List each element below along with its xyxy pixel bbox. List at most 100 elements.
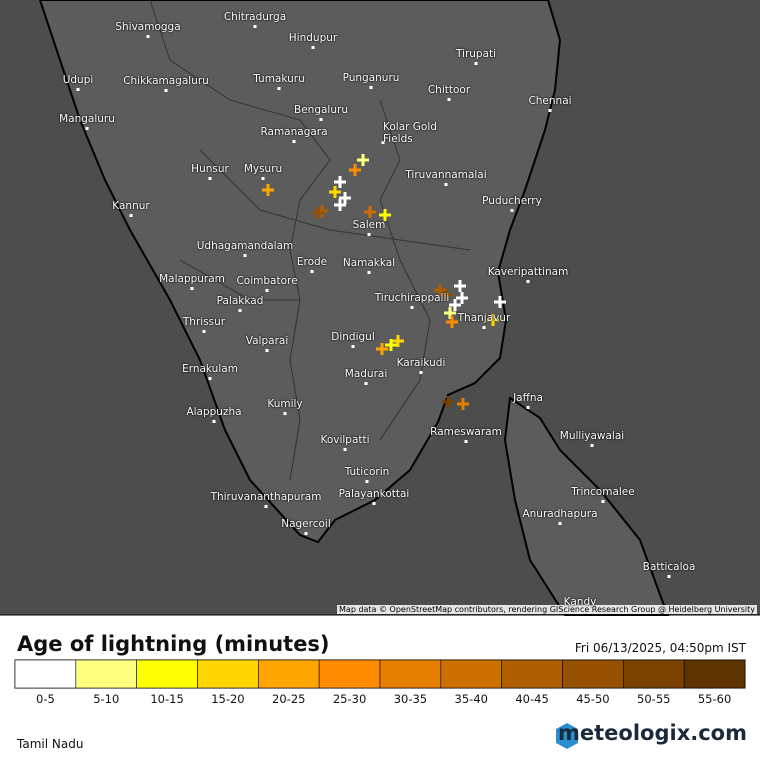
- city-dot: [667, 575, 671, 578]
- city-dot: [304, 532, 308, 535]
- city-label: Bengaluru: [294, 104, 348, 116]
- legend-swatch: [562, 659, 624, 689]
- city-dot: [292, 140, 296, 143]
- brand: meteologix.com: [558, 721, 747, 745]
- city-dot: [208, 377, 212, 380]
- legend-label: 10-15: [150, 692, 184, 706]
- lightning-strike: [349, 164, 361, 176]
- lightning-strike: [446, 316, 458, 328]
- lightning-strike: [494, 296, 506, 308]
- city-dot: [202, 330, 206, 333]
- city-dot: [464, 440, 468, 443]
- lightning-strike: [339, 192, 351, 204]
- city-dot: [265, 289, 269, 292]
- city-dot: [364, 382, 368, 385]
- city-dot: [146, 35, 150, 38]
- city-label: Madurai: [344, 368, 388, 380]
- legend-swatch: [379, 659, 442, 689]
- city-label: Palakkad: [216, 295, 264, 307]
- legend-swatch: [258, 659, 320, 689]
- city-label: Valparai: [245, 335, 289, 347]
- legend-label: 25-30: [332, 692, 367, 706]
- city-label: Jaffna: [513, 392, 543, 404]
- city-dot: [277, 87, 281, 90]
- legend-label: 35-40: [454, 692, 488, 706]
- city-label: Trincomalee: [571, 486, 635, 498]
- city-label: Chennai: [528, 95, 572, 107]
- city-dot: [261, 177, 265, 180]
- city-dot: [351, 345, 355, 348]
- city-dot: [482, 326, 486, 329]
- brand-logo: [556, 723, 578, 749]
- city-label: Tiruchirappalli: [374, 292, 450, 304]
- legend-swatch: [136, 659, 198, 689]
- legend-label: 5-10: [93, 692, 120, 706]
- city-dot: [212, 420, 216, 423]
- lightning-strike: [454, 280, 466, 292]
- legend-swatch: [623, 659, 685, 689]
- legend-label: 40-45: [515, 692, 549, 706]
- lightning-strike: [329, 186, 341, 198]
- lightning-strike: [392, 335, 404, 347]
- city-label: Kaveripattinam: [487, 266, 569, 278]
- legend-swatch: [501, 659, 563, 689]
- lightning-strike: [376, 343, 388, 355]
- city-label: Udhagamandalam: [196, 240, 294, 252]
- lightning-strike: [262, 184, 274, 196]
- lightning-strike: [449, 299, 461, 311]
- legend-title: Age of lightning (minutes): [17, 632, 330, 656]
- city-dot: [208, 177, 212, 180]
- lightning-strike: [457, 398, 469, 410]
- city-label: Kumily: [267, 398, 303, 410]
- lightning-strike: [312, 207, 324, 219]
- city-label: Palayankottai: [338, 488, 410, 500]
- city-label: Nagercoil: [281, 518, 331, 530]
- legend-label: 50-55: [637, 692, 671, 706]
- city-dot: [372, 502, 376, 505]
- lightning-strike: [434, 284, 446, 296]
- city-dot: [343, 448, 347, 451]
- city-dot: [526, 280, 530, 283]
- city-label: Mysuru: [243, 163, 283, 175]
- city-dot: [526, 406, 530, 409]
- city-label: Tumakuru: [253, 73, 305, 85]
- city-label: Kovilpatti: [320, 434, 370, 446]
- city-dot: [444, 183, 448, 186]
- legend-swatch: [14, 659, 77, 689]
- city-dot: [365, 480, 369, 483]
- legend-label: 30-35: [393, 692, 428, 706]
- legend-label: 15-20: [211, 692, 245, 706]
- city-label: Hunsur: [191, 163, 229, 175]
- lightning-strike: [379, 209, 391, 221]
- lightning-strike: [456, 292, 468, 304]
- legend-swatch: [318, 659, 381, 689]
- lightning-strike: [357, 154, 369, 166]
- city-dot: [76, 88, 80, 91]
- city-label: Ernakulam: [182, 363, 238, 375]
- city-dot: [190, 287, 194, 290]
- city-dot: [319, 118, 323, 121]
- lightning-strike: [444, 307, 456, 319]
- city-dot: [243, 254, 247, 257]
- city-label: Shivamogga: [115, 21, 181, 33]
- city-dot: [410, 306, 414, 309]
- city-label: Udupi: [62, 74, 94, 86]
- city-label: Chittoor: [427, 84, 471, 96]
- city-dot: [419, 371, 423, 374]
- city-label: Karaikudi: [396, 357, 446, 369]
- city-label: Puducherry: [482, 195, 542, 207]
- region: Tamil Nadu: [17, 737, 84, 751]
- city-label: Hindupur: [288, 32, 338, 44]
- lightning-strike: [442, 396, 454, 408]
- lightning-strike: [334, 176, 346, 188]
- city-label: Alappuzha: [186, 406, 242, 418]
- city-dot: [367, 233, 371, 236]
- city-label: Anuradhapura: [522, 508, 598, 520]
- city-dot: [253, 25, 257, 28]
- city-dot: [590, 444, 594, 447]
- city-dot: [238, 309, 242, 312]
- city-label: Erode: [296, 256, 328, 268]
- lightning-strike: [441, 289, 453, 301]
